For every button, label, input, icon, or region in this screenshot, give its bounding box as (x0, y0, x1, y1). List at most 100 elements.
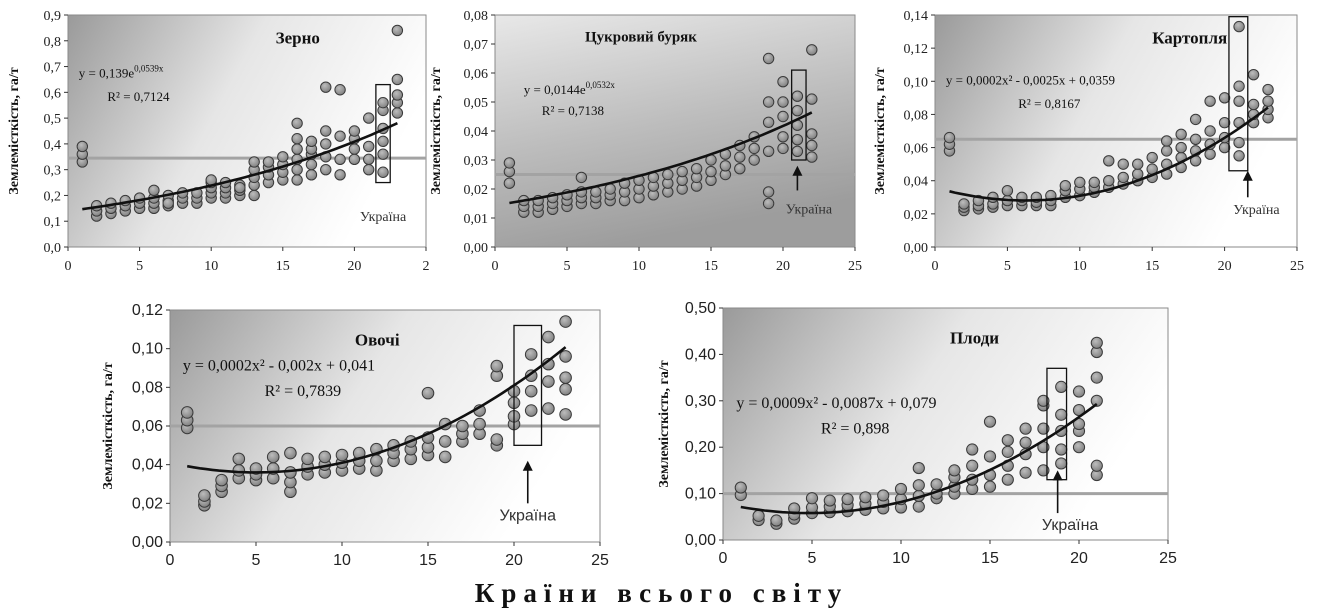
data-point (377, 166, 389, 178)
x-tick-label: 5 (252, 552, 261, 569)
y-tick-label: 0,20 (685, 439, 716, 456)
data-point (162, 197, 174, 209)
data-point (377, 148, 389, 160)
data-point (752, 509, 765, 522)
data-point (1160, 145, 1173, 157)
data-point (1204, 148, 1216, 160)
trend-equation-exponent: 0,0539x (134, 64, 164, 74)
data-point (334, 130, 346, 142)
data-point (1103, 175, 1115, 187)
chart-title: Картопля (1152, 29, 1227, 48)
data-point (542, 375, 555, 388)
highlight-box (513, 324, 543, 446)
y-tick-label: 0,30 (685, 393, 716, 410)
y-tick-label: 0,10 (685, 486, 716, 503)
chart-title: Цукровий буряк (585, 30, 697, 46)
data-point (943, 131, 956, 144)
data-point (248, 156, 260, 168)
trend-equation: y = 0,0009x² - 0,0087x + 0,079 (736, 395, 936, 412)
x-tick-label: 10 (892, 550, 910, 567)
x-tick-label: 5 (564, 259, 571, 274)
data-point (391, 89, 404, 101)
r-squared-label: R² = 0,8167 (1018, 96, 1081, 111)
data-point (377, 96, 389, 109)
data-point (1233, 136, 1245, 149)
data-point (524, 404, 538, 417)
highlight-box (375, 83, 391, 184)
data-point (823, 494, 836, 507)
x-tick-label: 10 (632, 259, 646, 274)
data-point (983, 415, 997, 428)
y-tick-label: 0,05 (464, 96, 489, 111)
x-tick-label: 10 (333, 552, 351, 569)
data-point (983, 450, 997, 463)
x-tick-label: 15 (419, 552, 437, 569)
data-point (806, 93, 818, 105)
data-point (1090, 394, 1103, 407)
data-point (912, 500, 925, 513)
data-point (1072, 441, 1086, 454)
data-point (1001, 473, 1014, 486)
data-point (1218, 117, 1231, 129)
data-point (1055, 457, 1068, 470)
y-tick-label: 0,50 (685, 300, 716, 317)
data-point (748, 154, 760, 166)
annotation-label: Україна (1233, 203, 1280, 218)
data-point (705, 165, 717, 178)
trend-line (82, 122, 398, 211)
data-point (348, 153, 361, 166)
data-point (348, 125, 361, 137)
data-point (1189, 113, 1202, 126)
data-point (1233, 150, 1245, 162)
y-tick-label: 0,00 (464, 241, 489, 256)
data-point (370, 454, 383, 468)
data-point (215, 473, 228, 487)
data-point (334, 84, 346, 96)
common-x-axis-label: Країни всього світу (474, 578, 849, 608)
annotation-label: Україна (360, 210, 407, 225)
data-point (958, 198, 970, 210)
y-tick-label: 0,10 (904, 75, 929, 90)
data-point (1175, 128, 1187, 141)
data-point (604, 183, 616, 195)
data-point (983, 480, 997, 493)
data-point (662, 168, 674, 181)
data-point (1132, 168, 1144, 180)
chart-title: Зерно (276, 29, 320, 48)
data-point (806, 151, 818, 163)
y-tick-label: 0,2 (44, 189, 62, 204)
x-tick-label: 5 (136, 259, 143, 274)
data-point (734, 481, 747, 494)
trend-line (949, 106, 1269, 202)
data-point (770, 514, 783, 527)
data-point (894, 482, 908, 496)
y-tick-label: 0,08 (464, 9, 489, 24)
y-tick-label: 0,0 (44, 241, 62, 256)
data-point (806, 139, 818, 152)
data-point (391, 107, 404, 119)
data-point (305, 158, 318, 171)
data-point (76, 140, 89, 153)
data-point (859, 491, 872, 504)
y-tick-label: 0,10 (132, 341, 163, 358)
data-point (524, 348, 538, 361)
x-tick-label: 5 (808, 550, 817, 567)
trend-equation-exponent: 0,0532x (586, 80, 616, 90)
trend-line (740, 402, 1098, 515)
data-point (1132, 158, 1144, 170)
data-point (1055, 443, 1068, 456)
data-point (391, 24, 404, 37)
trend-equation: y = 0,0002x² - 0,0025x + 0,0359 (946, 73, 1115, 88)
chart-panel: 0,00 0,02 0,04 0,06 0,08 0,10 0,12 0 5 10 15 20 25 Зе… (101, 302, 609, 569)
y-tick-label: 0,3 (44, 164, 62, 179)
r-squared-label: R² = 0,7138 (542, 103, 604, 118)
data-point (1090, 336, 1103, 349)
x-tick-label: 15 (704, 259, 718, 274)
chart-panel: 0,00 0,02 0,04 0,06 0,08 0,10 0,12 0,14 0 5 10 15 20… (873, 9, 1304, 274)
data-point (1218, 92, 1231, 104)
data-point (1262, 95, 1274, 107)
data-point (1146, 151, 1158, 164)
data-point (791, 134, 804, 146)
x-tick-label: 25 (1290, 259, 1304, 274)
data-point (791, 105, 804, 117)
